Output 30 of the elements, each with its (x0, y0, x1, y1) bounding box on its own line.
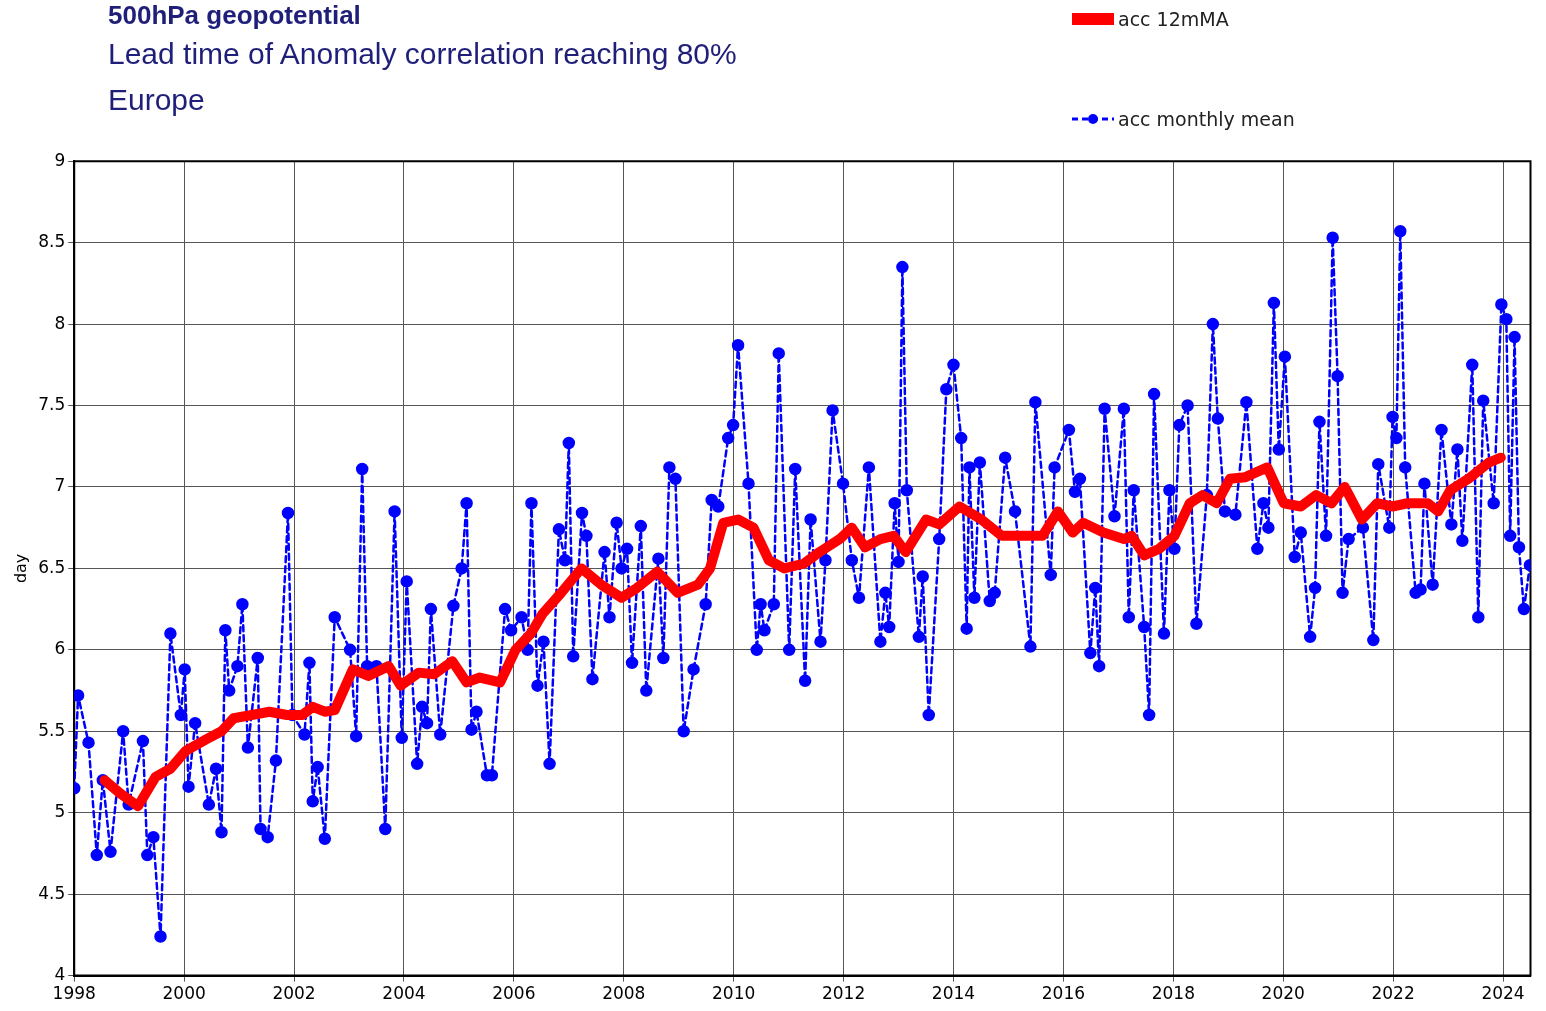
y-tick-label: 5 (54, 801, 66, 822)
y-tick-label: 7.5 (38, 393, 66, 414)
y-tick-label: 4.5 (38, 882, 66, 903)
y-tick-label: 7 (54, 475, 66, 496)
y-tick-label: 6 (54, 638, 66, 659)
x-tick-label: 2014 (931, 983, 976, 1004)
y-tick-label: 6.5 (38, 556, 66, 577)
x-tick-label: 1998 (52, 983, 96, 1004)
x-tick-label: 2016 (1041, 983, 1086, 1004)
x-tick-label: 2002 (272, 983, 316, 1004)
x-tick-label: 2004 (382, 983, 426, 1004)
y-axis-title: day (10, 553, 30, 584)
y-tick-label: 8.5 (38, 231, 66, 252)
legend-label: acc 12mMA (1118, 8, 1229, 30)
y-tick-label: 4 (54, 964, 66, 985)
x-tick-label: 2012 (821, 983, 866, 1004)
x-tick-label: 2006 (492, 983, 536, 1004)
x-tick-label: 2020 (1261, 983, 1305, 1004)
x-tick-label: 2018 (1151, 983, 1195, 1004)
x-tick-label: 2008 (602, 983, 646, 1004)
x-tick-label: 2024 (1481, 983, 1525, 1004)
y-tick-label: 9 (54, 149, 66, 170)
chart-subtitle: Lead time of Anomaly correlation reaching 80% Europe (108, 36, 737, 118)
legend-label: acc monthly mean (1118, 108, 1295, 130)
x-tick-label: 2022 (1371, 983, 1415, 1004)
x-tick-label: 2000 (162, 983, 206, 1004)
chart-title: 500hPa geopotential (108, 0, 362, 31)
y-tick-label: 5.5 (38, 719, 66, 740)
x-tick-label: 2010 (712, 983, 756, 1004)
y-tick-label: 8 (54, 312, 66, 333)
